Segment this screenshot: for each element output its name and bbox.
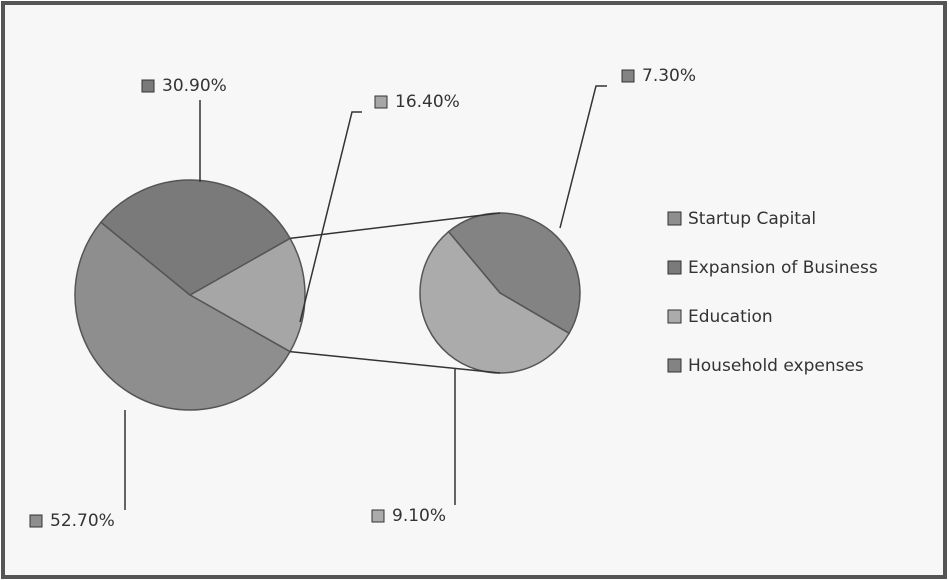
- legend-swatch: [667, 211, 682, 226]
- label-swatch: [374, 95, 388, 109]
- label-swatch: [621, 69, 635, 83]
- connector: [289, 212, 501, 240]
- label-swatch: [29, 514, 43, 528]
- pie-slice: [74, 221, 292, 411]
- legend-label: Startup Capital: [688, 209, 816, 229]
- data-label: 7.30%: [642, 66, 696, 86]
- leader-line: [299, 111, 362, 323]
- data-label: 16.40%: [395, 92, 460, 112]
- data-label: 9.10%: [392, 506, 446, 526]
- legend-label: Expansion of Business: [688, 258, 878, 278]
- data-label: 52.70%: [50, 511, 115, 531]
- legend-label: Education: [688, 307, 773, 327]
- legend-swatch: [667, 309, 682, 324]
- pie-slice: [447, 212, 581, 335]
- data-label: 30.90%: [162, 76, 227, 96]
- legend-swatch: [667, 260, 682, 275]
- legend-swatch: [667, 358, 682, 373]
- pie-slice: [188, 237, 306, 353]
- leader-line: [559, 85, 607, 229]
- legend-label: Household expenses: [688, 356, 864, 376]
- label-swatch: [371, 509, 385, 523]
- connector: [289, 350, 501, 374]
- pie-slice: [419, 230, 571, 374]
- label-swatch: [141, 79, 155, 93]
